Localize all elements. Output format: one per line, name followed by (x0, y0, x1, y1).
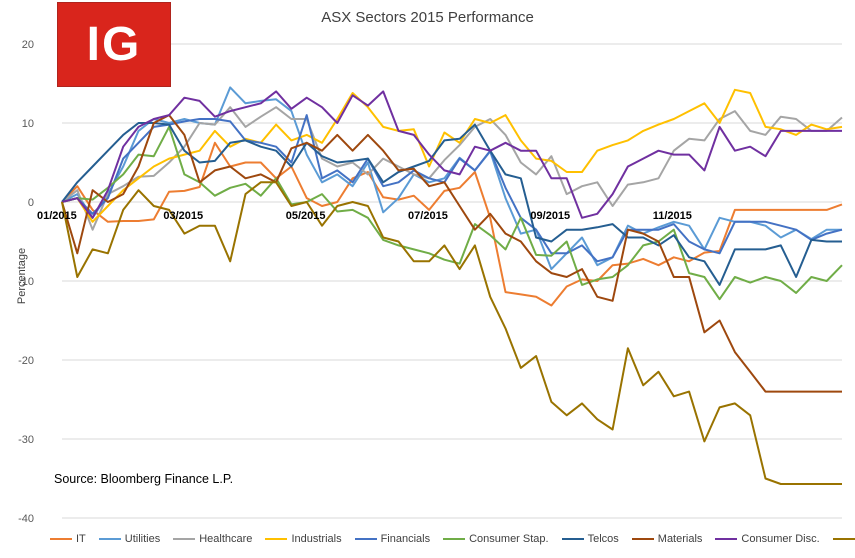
legend-item: Telcos (561, 533, 619, 545)
series-line-materials (61, 114, 842, 393)
legend-swatch (98, 538, 121, 540)
x-tick-label: 09/2015 (530, 210, 570, 222)
series-lines (61, 86, 843, 485)
legend-label: Consumer Disc. (741, 533, 820, 545)
ig-logo: IG (57, 2, 171, 87)
x-tick-label: 05/2015 (286, 210, 326, 222)
x-axis-ticks: 01/2015 03/2015 05/2015 07/2015 09/2015 11/20… (37, 210, 692, 222)
legend-item: Utilities (98, 533, 161, 545)
series-line-consumer-disc (61, 90, 842, 219)
legend-label: Financials (380, 533, 431, 545)
legend-label: Utilities (124, 533, 161, 545)
legend-label: Materials (657, 533, 703, 545)
x-tick-label: 07/2015 (408, 210, 448, 222)
legend-label: Consumer Stap. (469, 533, 549, 545)
series-line-energy (61, 181, 842, 485)
legend-swatch (354, 538, 377, 540)
y-tick-label: -10 (18, 276, 34, 288)
legend-item: Energy (832, 533, 855, 545)
chart-title: ASX Sectors 2015 Performance (321, 9, 534, 26)
legend-item: Healthcare (173, 533, 252, 545)
legend-label: Industrials (291, 533, 342, 545)
series-line-consumer-stap (61, 125, 843, 301)
legend-swatch (443, 538, 466, 540)
legend-item: IT (50, 533, 86, 545)
legend-item: Materials (631, 533, 703, 545)
series-line-financials (61, 114, 843, 263)
y-axis-ticks: 20 10 0 -10 -20 -30 -40 (18, 39, 34, 525)
gridlines (62, 43, 842, 519)
y-tick-label: 20 (22, 39, 34, 51)
series-line-telcos (61, 122, 842, 286)
ig-logo-text: IG (86, 18, 142, 71)
legend-swatch (265, 538, 288, 540)
legend-swatch (50, 538, 72, 540)
x-tick-label: 11/2015 (653, 210, 692, 222)
legend-swatch (832, 538, 855, 540)
source-note: Source: Bloomberg Finance L.P. (54, 472, 234, 486)
legend-item: Consumer Stap. (443, 533, 549, 545)
y-axis-label: Percentage (16, 247, 28, 305)
y-tick-label: -30 (18, 434, 34, 446)
y-tick-label: -20 (18, 355, 34, 367)
x-tick-label: 01/2015 (37, 210, 77, 222)
legend-item: Consumer Disc. (715, 533, 820, 545)
legend-swatch (561, 538, 584, 540)
y-tick-label: -40 (18, 513, 34, 525)
legend-swatch (715, 538, 738, 540)
legend-label: Telcos (587, 533, 619, 545)
y-tick-label: 0 (28, 197, 34, 209)
legend-item: Financials (354, 533, 431, 545)
legend-label: Healthcare (199, 533, 253, 545)
series-line-healthcare (61, 106, 843, 231)
series-line-industrials (61, 88, 843, 223)
legend-swatch (173, 538, 196, 540)
legend-swatch (631, 538, 654, 540)
legend: IT Utilities Healthcare Industrials Financia… (50, 533, 855, 545)
y-tick-label: 10 (22, 118, 34, 130)
x-tick-label: 03/2015 (163, 210, 203, 222)
legend-item: Industrials (265, 533, 342, 545)
legend-label: IT (76, 533, 86, 545)
